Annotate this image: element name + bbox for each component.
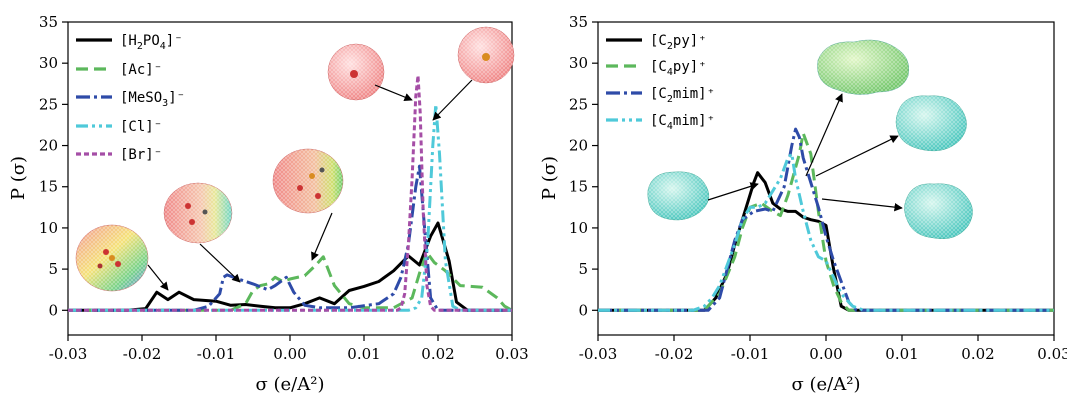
legend-entry: [H2PO4]⁻ — [76, 33, 183, 52]
y-tick-label: 5 — [578, 260, 588, 278]
y-tick-label: 10 — [569, 219, 588, 237]
x-axis-label: σ (e/A²) — [256, 374, 325, 394]
tick-marks — [592, 21, 1055, 341]
series-lines — [598, 127, 1054, 312]
legend-entry: [Br]⁻ — [76, 147, 162, 163]
annotation-arrows — [147, 79, 473, 291]
legend-entry: [C2mim]⁺ — [606, 86, 715, 105]
x-tick-label: -0.01 — [197, 345, 235, 363]
y-tick-label: 25 — [569, 95, 588, 113]
x-tick-label: -0.03 — [49, 345, 87, 363]
annotation-arrows — [707, 93, 903, 212]
y-tick-label: 0 — [578, 301, 588, 319]
y-tick-label: 30 — [39, 54, 58, 72]
legend-label: [C4py]⁺ — [650, 59, 707, 78]
c4py-molecule-illustration — [817, 39, 909, 95]
legend: [H2PO4]⁻ [Ac]⁻ [MeSO3]⁻ [Cl]⁻ [Br]⁻ — [76, 33, 185, 163]
series-line — [68, 102, 512, 312]
x-tick-label: 0.00 — [809, 345, 842, 363]
x-tick-label: -0.02 — [655, 345, 693, 363]
x-tick-labels: -0.03 -0.02 -0.01 0.00 0.01 0.02 0.03 — [49, 345, 529, 363]
x-tick-label: -0.02 — [123, 345, 161, 363]
legend-entry: [C2py]⁺ — [606, 33, 707, 52]
y-axis-label: P (σ) — [8, 156, 29, 200]
y-axis-label: P (σ) — [539, 156, 560, 200]
y-tick-label: 25 — [39, 95, 58, 113]
legend-entry: [Cl]⁻ — [76, 119, 162, 135]
y-tick-labels: 0 5 10 15 20 25 30 35 — [39, 13, 58, 319]
y-tick-label: 35 — [39, 13, 58, 31]
tick-marks — [62, 21, 513, 341]
y-tick-label: 35 — [569, 13, 588, 31]
x-tick-label: 0.02 — [961, 345, 994, 363]
x-tick-label: 0.02 — [421, 345, 454, 363]
series-line — [598, 131, 1054, 312]
y-tick-label: 15 — [39, 178, 58, 196]
x-tick-labels: -0.03 -0.02 -0.01 0.00 0.01 0.02 0.03 — [579, 345, 1067, 363]
legend-label: [C2py]⁺ — [650, 33, 707, 52]
x-tick-label: 0.01 — [885, 345, 918, 363]
h2po4-molecule-illustration — [75, 224, 149, 292]
legend-label: [C2mim]⁺ — [650, 86, 715, 105]
right-chart-panel: -0.03 -0.02 -0.01 0.00 0.01 0.02 0.03 0 5 10 15 20… — [539, 13, 1067, 394]
x-tick-label: 0.01 — [347, 345, 380, 363]
y-tick-label: 0 — [48, 301, 58, 319]
legend-entry: [Ac]⁻ — [76, 62, 162, 78]
x-tick-label: 0.03 — [1037, 345, 1067, 363]
legend-label: [C4mim]⁺ — [650, 113, 715, 132]
y-tick-label: 20 — [39, 137, 58, 155]
c4mim-molecule-illustration — [904, 183, 973, 239]
legend-entry: [C4py]⁺ — [606, 59, 707, 78]
legend-entry: [C4mim]⁺ — [606, 113, 715, 132]
cl-molecule-illustration — [327, 43, 385, 101]
y-tick-label: 15 — [569, 178, 588, 196]
series-line — [598, 127, 1054, 312]
ac-molecule-illustration — [163, 182, 233, 244]
x-tick-label: 0.00 — [273, 345, 306, 363]
legend-entry: [MeSO3]⁻ — [76, 90, 185, 109]
y-tick-label: 10 — [39, 219, 58, 237]
c2mim-molecule-illustration — [895, 95, 967, 152]
x-axis-label: σ (e/A²) — [792, 374, 861, 394]
x-tick-label: 0.03 — [495, 345, 528, 363]
left-chart-panel: -0.03 -0.02 -0.01 0.00 0.01 0.02 0.03 0 5 10 15 20… — [8, 13, 529, 394]
legend-label: [H2PO4]⁻ — [120, 33, 183, 52]
mesylate-molecule-illustration — [272, 148, 344, 214]
legend-label: [Cl]⁻ — [120, 119, 162, 135]
x-tick-label: -0.01 — [731, 345, 769, 363]
legend: [C2py]⁺ [C4py]⁺ [C2mim]⁺ [C4mim]⁺ — [606, 33, 715, 132]
legend-label: [MeSO3]⁻ — [120, 90, 185, 109]
y-tick-label: 30 — [569, 54, 588, 72]
series-line — [68, 221, 512, 312]
x-tick-label: -0.03 — [579, 345, 617, 363]
legend-label: [Br]⁻ — [120, 147, 162, 163]
legend-label: [Ac]⁻ — [120, 62, 162, 78]
series-line — [68, 164, 512, 312]
br-molecule-illustration — [457, 26, 515, 84]
c2py-molecule-illustration — [647, 171, 710, 221]
series-line — [68, 74, 512, 312]
series-line — [68, 251, 513, 312]
series-lines — [68, 74, 513, 312]
y-tick-labels: 0 5 10 15 20 25 30 35 — [569, 13, 588, 319]
y-tick-label: 20 — [569, 137, 588, 155]
y-tick-label: 5 — [48, 260, 58, 278]
series-line — [598, 152, 1054, 312]
